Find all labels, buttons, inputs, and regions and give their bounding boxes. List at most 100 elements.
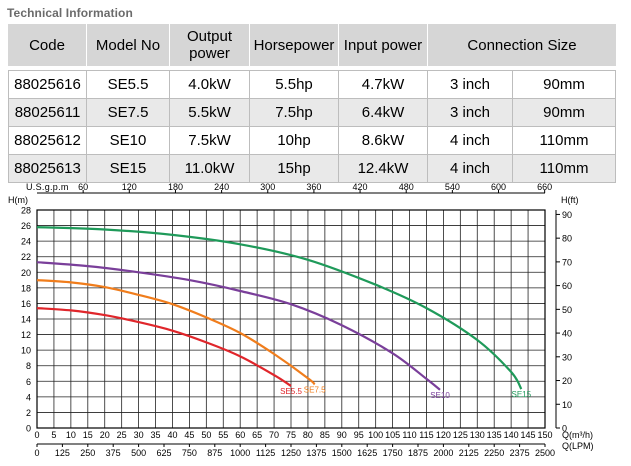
header-code: Code — [8, 24, 87, 66]
lpm-tick-label: 1500 — [332, 448, 352, 458]
header-model: Model No — [87, 24, 170, 66]
x-tick-label: 150 — [537, 430, 552, 440]
x-tick-label: 20 — [100, 430, 110, 440]
y-tick-label: 10 — [21, 346, 31, 356]
table-row: 88025613 SE15 11.0kW 15hp 12.4kW 4 inch … — [8, 155, 617, 183]
x-tick-label: 5 — [51, 430, 56, 440]
cell-connection-mm: 90mm — [513, 70, 617, 99]
gpm-tick-label: 60 — [78, 182, 88, 192]
ft-tick-label: 10 — [562, 400, 572, 410]
lpm-tick-label: 1250 — [281, 448, 301, 458]
x-tick-label: 120 — [436, 430, 451, 440]
x-tick-label: 55 — [218, 430, 228, 440]
cell-output-power: 4.0kW — [170, 70, 250, 99]
plot-frame — [36, 209, 546, 429]
y-tick-label: 8 — [26, 361, 31, 371]
technical-spec-table: Code Model No Output power Horsepower In… — [8, 24, 617, 183]
table-row: 88025611 SE7.5 5.5kW 7.5hp 6.4kW 3 inch … — [8, 99, 617, 127]
cell-horsepower: 7.5hp — [250, 99, 339, 127]
y-tick-label: 12 — [21, 330, 31, 340]
cell-code: 88025616 — [8, 70, 87, 99]
gpm-tick-label: 420 — [353, 182, 368, 192]
x-tick-label: 60 — [235, 430, 245, 440]
gpm-tick-label: 180 — [168, 182, 183, 192]
ft-tick-label: 40 — [562, 329, 572, 339]
cell-code: 88025612 — [8, 127, 87, 155]
series-label: SE7.5 — [304, 385, 326, 394]
lpm-tick-label: 2000 — [433, 448, 453, 458]
gpm-tick-label: 360 — [306, 182, 321, 192]
y-axis-label-right: H(ft) — [561, 195, 579, 205]
series-line-se75 — [36, 279, 316, 386]
gpm-tick-label: 660 — [537, 182, 552, 192]
x-tick-label: 115 — [419, 430, 433, 440]
x-tick-label: 75 — [286, 430, 296, 440]
y-tick-label: 16 — [21, 299, 31, 309]
gpm-tick-label: 600 — [491, 182, 506, 192]
cell-output-power: 5.5kW — [170, 99, 250, 127]
lpm-tick-label: 125 — [55, 448, 70, 458]
gpm-tick-label: 300 — [260, 182, 275, 192]
lpm-tick-label: 1750 — [383, 448, 403, 458]
x-tick-label: 140 — [504, 430, 519, 440]
x-tick-label: 85 — [320, 430, 330, 440]
lpm-tick-label: 250 — [80, 448, 95, 458]
x-tick-label: 145 — [521, 430, 536, 440]
series-line-se15 — [36, 226, 523, 390]
series-label: SE15 — [512, 390, 532, 399]
table-row: 88025616 SE5.5 4.0kW 5.5hp 4.7kW 3 inch … — [8, 70, 617, 99]
ft-tick-label: 50 — [562, 305, 572, 315]
x-tick-label: 10 — [66, 430, 76, 440]
table-row: 88025612 SE10 7.5kW 10hp 8.6kW 4 inch 11… — [8, 127, 617, 155]
x-tick-label: 105 — [385, 430, 400, 440]
cell-connection-mm: 90mm — [513, 99, 617, 127]
cell-model: SE5.5 — [87, 70, 170, 99]
cell-output-power: 11.0kW — [170, 155, 250, 183]
lpm-tick-label: 1125 — [256, 448, 275, 458]
cell-input-power: 4.7kW — [339, 70, 428, 99]
x-tick-label: 110 — [402, 430, 416, 440]
ft-tick-label: 0 — [562, 424, 567, 434]
cell-connection-mm: 110mm — [513, 127, 617, 155]
lpm-tick-label: 2500 — [535, 448, 555, 458]
x-tick-label: 130 — [470, 430, 485, 440]
series-line-se55 — [36, 307, 292, 387]
y-tick-label: 22 — [21, 252, 31, 262]
x2-axis-label: Q(LPM) — [562, 441, 594, 451]
lpm-tick-label: 0 — [34, 448, 39, 458]
x-tick-label: 95 — [354, 430, 364, 440]
x-tick-label: 40 — [167, 430, 177, 440]
series-label: SE10 — [430, 391, 450, 400]
y-tick-label: 18 — [21, 283, 31, 293]
cell-input-power: 12.4kW — [339, 155, 428, 183]
table-header-row: Code Model No Output power Horsepower In… — [8, 24, 617, 66]
cell-input-power: 8.6kW — [339, 127, 428, 155]
cell-connection-mm: 110mm — [513, 155, 617, 183]
x-tick-label: 30 — [134, 430, 144, 440]
x-tick-label: 80 — [303, 430, 313, 440]
cell-horsepower: 15hp — [250, 155, 339, 183]
lpm-tick-label: 2250 — [484, 448, 504, 458]
x-tick-label: 100 — [368, 430, 383, 440]
ft-tick-label: 60 — [562, 281, 572, 291]
cell-code: 88025613 — [8, 155, 87, 183]
y-tick-label: 24 — [21, 237, 31, 247]
y-tick-label: 2 — [26, 408, 31, 418]
x-tick-label: 25 — [117, 430, 127, 440]
cell-code: 88025611 — [8, 99, 87, 127]
x-tick-label: 90 — [337, 430, 347, 440]
x-tick-label: 0 — [34, 430, 39, 440]
gpm-tick-label: 480 — [399, 182, 414, 192]
series-line-se10 — [36, 261, 441, 391]
ft-tick-label: 20 — [562, 376, 572, 386]
cell-model: SE7.5 — [87, 99, 170, 127]
gpm-tick-label: 120 — [122, 182, 137, 192]
cell-horsepower: 10hp — [250, 127, 339, 155]
y-tick-label: 20 — [21, 268, 31, 278]
lpm-tick-label: 2125 — [459, 448, 479, 458]
lpm-tick-label: 1875 — [408, 448, 428, 458]
x-tick-label: 50 — [201, 430, 211, 440]
ft-tick-label: 80 — [562, 234, 572, 244]
y-tick-label: 28 — [21, 206, 31, 216]
